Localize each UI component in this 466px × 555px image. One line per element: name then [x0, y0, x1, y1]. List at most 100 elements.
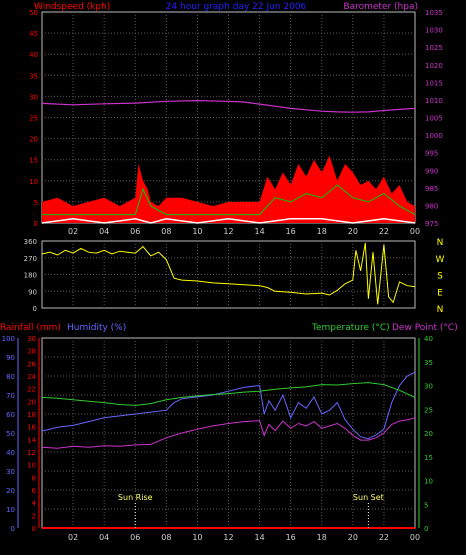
x-tick-label: 04: [99, 227, 109, 236]
rain-y-tick: 18: [27, 411, 36, 419]
temp-y-tick: 10: [424, 478, 433, 486]
humidity-y-tick: 80: [6, 373, 15, 381]
x-tick-label: 16: [286, 533, 296, 542]
dewpoint-axis-title: Dew Point (°C): [392, 323, 458, 333]
compass-label: S: [437, 272, 443, 282]
temperature-axis-title: Temperature (°C): [311, 323, 390, 333]
x-tick-label: 14: [254, 227, 264, 236]
rain-y-tick: 16: [27, 424, 36, 432]
baro-y-tick: 995: [425, 150, 438, 158]
rain-y-tick: 28: [27, 348, 36, 356]
temp-y-tick: 40: [424, 335, 433, 343]
humidity-y-tick: 10: [6, 506, 15, 514]
rain-y-tick: 2: [32, 512, 36, 520]
wind-y-tick: 25: [29, 115, 38, 123]
direction-y-tick: 360: [24, 238, 37, 246]
baro-y-tick: 975: [425, 220, 438, 228]
temp-y-tick: 0: [424, 525, 428, 533]
x-tick-label: 22: [379, 227, 389, 236]
baro-y-tick: 980: [425, 202, 438, 210]
humidity-y-tick: 50: [6, 430, 15, 438]
barometer-series-line: [41, 99, 416, 113]
rain-y-tick: 20: [27, 398, 36, 406]
direction-y-tick: 180: [24, 272, 37, 280]
humidity-y-tick: 40: [6, 449, 15, 457]
x-tick-label: 04: [99, 533, 109, 542]
rain-y-tick: 22: [27, 386, 36, 394]
x-tick-label: 16: [286, 227, 296, 236]
humidity-y-tick: 100: [2, 335, 15, 343]
wind-y-tick: 30: [29, 93, 38, 101]
baro-y-tick: 1000: [425, 132, 443, 140]
direction-y-tick: 90: [28, 288, 37, 296]
x-tick-label: 00: [410, 227, 420, 236]
wind-y-tick: 35: [29, 72, 38, 80]
x-tick-label: 14: [254, 533, 264, 542]
baro-y-tick: 1020: [425, 62, 443, 70]
rain-y-tick: 8: [32, 474, 36, 482]
humidity-y-tick: 70: [6, 392, 15, 400]
baro-y-tick: 990: [425, 167, 438, 175]
compass-label: N: [437, 238, 444, 248]
x-tick-label: 06: [130, 227, 140, 236]
x-tick-label: 02: [68, 227, 78, 236]
x-tick-label: 12: [223, 227, 233, 236]
baro-y-tick: 1005: [425, 115, 443, 123]
wind-y-tick: 10: [29, 178, 38, 186]
direction-y-tick: 270: [24, 255, 37, 263]
x-tick-label: 08: [161, 533, 171, 542]
x-tick-label: 22: [379, 533, 389, 542]
temp-y-tick: 25: [424, 406, 433, 414]
temp-y-tick: 35: [424, 359, 433, 367]
min-wind-series-line: [41, 218, 416, 224]
baro-y-tick: 985: [425, 185, 438, 193]
baro-y-tick: 1010: [425, 97, 443, 105]
rain-y-tick: 12: [27, 449, 36, 457]
rain-y-tick: 4: [32, 500, 37, 508]
rain-y-tick: 24: [27, 373, 36, 381]
baro-y-tick: 1025: [425, 44, 443, 52]
wind-y-tick: 0: [34, 220, 38, 228]
rainfall-axis-title: Rainfall (mm): [0, 323, 61, 333]
compass-label: N: [437, 305, 444, 315]
humidity-y-tick: 20: [6, 487, 15, 495]
baro-y-tick: 1015: [425, 79, 443, 87]
humidity-axis-title: Humidity (%): [67, 323, 126, 333]
barometer-axis-title: Barometer (hpa): [343, 2, 418, 12]
compass-label: E: [437, 288, 443, 298]
sunset-label: Sun Set: [353, 493, 384, 502]
temp-y-tick: 5: [424, 501, 428, 509]
humidity-y-tick: 0: [11, 525, 15, 533]
compass-label: W: [436, 255, 445, 265]
rain-y-tick: 6: [32, 487, 37, 495]
avg-wind-series-line: [42, 184, 416, 216]
dewpoint-series-line: [41, 417, 416, 449]
wind-y-tick: 40: [29, 51, 38, 59]
humidity-series-line: [41, 371, 416, 440]
rain-y-tick: 14: [27, 436, 36, 444]
windspeed-axis-title: Windspeed (kph): [34, 2, 110, 12]
temp-y-tick: 15: [424, 454, 433, 462]
wind-y-tick: 45: [29, 30, 38, 38]
wind-y-tick: 50: [29, 9, 38, 17]
humidity-y-tick: 90: [6, 354, 15, 362]
x-tick-label: 06: [130, 533, 140, 542]
x-tick-label: 18: [317, 227, 327, 236]
temperature-series-line: [41, 382, 416, 406]
rain-y-tick: 26: [27, 360, 36, 368]
humidity-y-tick: 60: [6, 411, 15, 419]
x-tick-label: 18: [317, 533, 327, 542]
x-tick-label: 10: [192, 227, 202, 236]
x-tick-label: 20: [348, 227, 358, 236]
temp-y-tick: 20: [424, 430, 433, 438]
x-tick-label: 10: [192, 533, 202, 542]
x-tick-label: 12: [223, 533, 233, 542]
x-tick-label: 00: [410, 533, 420, 542]
x-tick-label: 02: [68, 533, 78, 542]
wind-direction-series-line: [41, 242, 416, 305]
baro-y-tick: 1035: [425, 9, 443, 17]
direction-y-tick: 0: [33, 305, 37, 313]
temp-y-tick: 30: [424, 383, 433, 391]
gust-series-area: [42, 155, 415, 223]
sunrise-label: Sun Rise: [118, 493, 153, 502]
